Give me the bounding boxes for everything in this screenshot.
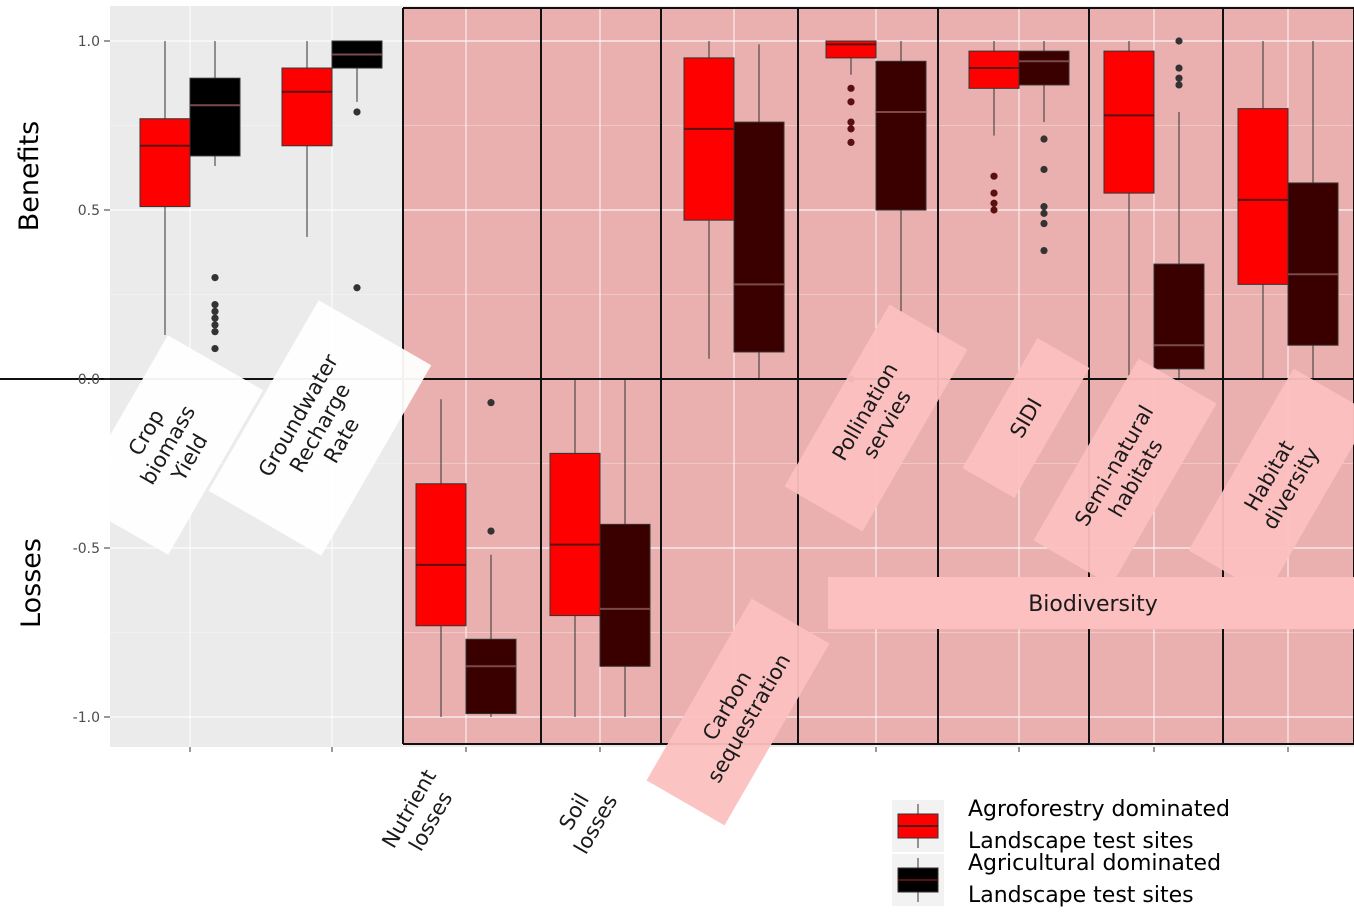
box-habitat-diversity-series-1 [1237, 41, 1289, 379]
outlier-point [1040, 209, 1048, 217]
outlier-point [211, 307, 219, 315]
outlier-point [211, 321, 219, 329]
y-tick-label: -1.0 [73, 710, 100, 726]
box-body [1018, 50, 1070, 86]
box-body [549, 452, 601, 617]
outlier-point [487, 399, 495, 407]
box-body [189, 77, 241, 157]
box-body [733, 121, 785, 353]
outlier-point [847, 98, 855, 106]
category-label-sidi: SIDI [962, 338, 1090, 498]
category-label-card [1188, 368, 1354, 596]
legend-label-line2: Landscape test sites [968, 829, 1194, 854]
box-groundwater-recharge-rate-series-1 [281, 41, 333, 238]
box-nutrient-losses-series-1 [415, 399, 467, 717]
box-soil-losses-series-1 [549, 379, 601, 717]
y-tick-label: 0.5 [78, 203, 100, 219]
box-body [683, 57, 735, 221]
outlier-point [990, 189, 998, 197]
outlier-point [487, 527, 495, 535]
box-semi-natural-habitats-series-2 [1153, 37, 1205, 379]
box-body [281, 67, 333, 147]
outlier-point [1040, 135, 1048, 143]
category-label-card [208, 300, 432, 556]
outlier-point [847, 138, 855, 146]
legend-label-line2: Landscape test sites [968, 883, 1194, 908]
y-tick-label: 1.0 [78, 34, 100, 50]
box-nutrient-losses-series-2 [465, 399, 517, 717]
outlier-point [211, 328, 219, 336]
outlier-point [353, 284, 361, 292]
box-body [1287, 182, 1339, 346]
box-body [1103, 50, 1155, 194]
box-crop-biomass-yield-series-1 [139, 41, 191, 336]
outlier-point [1040, 203, 1048, 211]
outlier-point [990, 199, 998, 207]
y-tick-label: 0.0 [78, 372, 100, 388]
box-sidi-series-2 [1018, 41, 1070, 255]
category-label-card [1033, 358, 1217, 586]
outlier-point [211, 314, 219, 322]
legend-label-line1: Agricultural dominated [968, 851, 1221, 876]
outlier-point [211, 274, 219, 282]
box-semi-natural-habitats-series-1 [1103, 41, 1155, 379]
box-body [599, 523, 651, 667]
outlier-point [847, 125, 855, 133]
outlier-point [1175, 37, 1183, 45]
outlier-point [847, 84, 855, 92]
legend-label-line1: Agroforestry dominated [968, 797, 1230, 822]
box-sidi-series-1 [968, 41, 1020, 214]
outlier-point [1040, 246, 1048, 255]
box-body [1237, 108, 1289, 285]
outlier-point [1175, 64, 1183, 72]
group-strip [828, 577, 1354, 629]
category-label-card [962, 338, 1090, 498]
outlier-point [847, 118, 855, 126]
legend-entry-2: Agricultural dominated Landscape test sit… [892, 851, 1221, 908]
box-habitat-diversity-series-2 [1287, 41, 1339, 379]
legend: Agroforestry dominated Landscape test sit… [892, 797, 1230, 908]
outlier-point [211, 344, 219, 353]
boxes [139, 37, 1339, 717]
outlier-point [1175, 81, 1183, 89]
box-body [415, 483, 467, 627]
box-body [968, 50, 1020, 89]
box-body [1153, 263, 1205, 370]
box-body [875, 60, 927, 211]
box-groundwater-recharge-rate-series-2 [331, 40, 383, 292]
legend-entry-1: Agroforestry dominated Landscape test sit… [892, 797, 1230, 854]
outlier-point [1175, 74, 1183, 82]
box-body [465, 638, 517, 715]
y-axis-title-losses: Losses [16, 538, 47, 628]
y-axis-title-benefits: Benefits [14, 121, 45, 232]
outlier-point [990, 172, 998, 180]
box-body [139, 118, 191, 208]
outlier-point [990, 206, 998, 214]
category-label-card [646, 598, 830, 826]
box-soil-losses-series-2 [599, 379, 651, 717]
box-crop-biomass-yield-series-2 [189, 41, 241, 353]
box-carbon-sequestration-series-2 [733, 44, 785, 379]
category-label-card [784, 304, 968, 532]
category-label-card [72, 335, 264, 555]
outlier-point [1040, 219, 1048, 228]
group-label-biodiversity: Biodiversity [1028, 592, 1158, 617]
y-tick-label: -0.5 [73, 541, 100, 557]
outlier-point [1040, 165, 1048, 174]
outlier-point [353, 108, 361, 116]
outlier-point [211, 301, 219, 309]
box-carbon-sequestration-series-1 [683, 41, 735, 359]
box-pollination-servies-series-2 [875, 41, 927, 312]
